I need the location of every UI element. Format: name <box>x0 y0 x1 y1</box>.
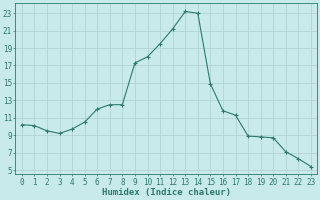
X-axis label: Humidex (Indice chaleur): Humidex (Indice chaleur) <box>102 188 231 197</box>
